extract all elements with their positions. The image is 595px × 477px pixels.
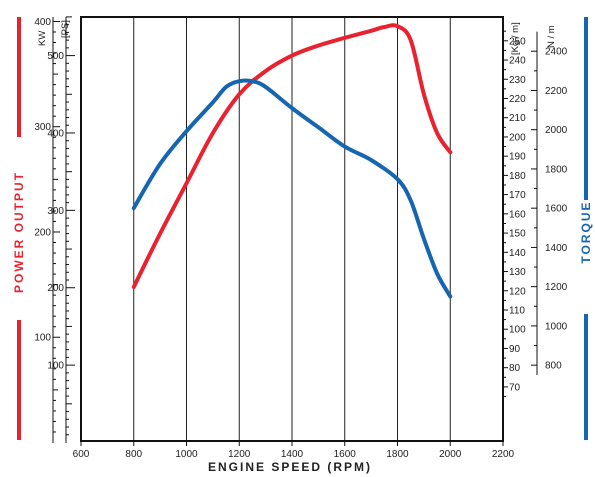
ps-tick-label: 100 — [47, 361, 64, 372]
kw-tick-label: 100 — [34, 333, 51, 344]
kw-unit-label: KW — [37, 31, 48, 46]
kgm-tick-label: 190 — [509, 152, 526, 163]
kw-tick-label: 400 — [34, 17, 51, 28]
x-tick-label: 800 — [125, 449, 142, 460]
ps-tick-label: 200 — [47, 283, 64, 294]
nm-tick-label: 2000 — [545, 125, 568, 136]
kgm-tick-label: 120 — [509, 286, 526, 297]
x-tick-label: 1000 — [175, 449, 198, 460]
kgm-tick-label: 110 — [509, 305, 525, 316]
nm-tick-label: 1600 — [545, 204, 568, 215]
kgm-tick-label: 240 — [509, 56, 526, 67]
kgm-tick-label: 100 — [509, 325, 526, 336]
kgm-tick-label: 220 — [509, 94, 526, 105]
nm-tick-label: 1000 — [545, 321, 568, 332]
ps-tick-label: 500 — [47, 51, 64, 62]
kgm-tick-label: 80 — [509, 363, 521, 374]
kgm-tick-label: 70 — [509, 382, 521, 393]
kgm-tick-label: 170 — [509, 190, 526, 201]
x-tick-label: 1600 — [334, 449, 357, 460]
kgm-tick-label: 140 — [509, 248, 526, 259]
kw-tick-label: 300 — [34, 122, 51, 133]
kgm-tick-label: 210 — [509, 113, 526, 124]
kgm-tick-label: 90 — [509, 344, 521, 355]
kgm-tick-label: 130 — [509, 267, 526, 278]
kgm-tick-label: 160 — [509, 209, 526, 220]
x-tick-label: 1800 — [386, 449, 409, 460]
kgm-tick-label: 150 — [509, 229, 526, 240]
nm-tick-label: 1200 — [545, 282, 568, 293]
x-tick-label: 2200 — [492, 449, 515, 460]
x-tick-label: 1400 — [281, 449, 304, 460]
x-tick-label: 600 — [73, 449, 90, 460]
torque-label: TORQUE — [579, 200, 593, 263]
kw-tick-label: 200 — [34, 227, 51, 238]
kgm-tick-label: 230 — [509, 75, 526, 86]
nm-tick-label: 1800 — [545, 164, 568, 175]
nm-unit-label: N / m — [546, 25, 557, 48]
torque-curve — [131, 78, 453, 299]
x-axis-title: ENGINE SPEED (RPM) — [208, 460, 372, 474]
kgm-unit-label: [Kg / m] — [510, 22, 521, 55]
kgm-tick-label: 200 — [509, 132, 526, 143]
power-curve — [131, 23, 453, 289]
ps-tick-label: 400 — [47, 128, 64, 139]
power-output-label: POWER OUTPUT — [12, 171, 26, 293]
nm-tick-label: 2200 — [545, 86, 568, 97]
nm-tick-label: 1400 — [545, 243, 568, 254]
kgm-tick-label: 180 — [509, 171, 526, 182]
nm-tick-label: 800 — [545, 361, 562, 372]
x-tick-label: 1200 — [228, 449, 251, 460]
kgm-tick-label: 250 — [509, 36, 526, 47]
x-tick-label: 2000 — [439, 449, 462, 460]
nm-tick-label: 2400 — [545, 47, 568, 58]
